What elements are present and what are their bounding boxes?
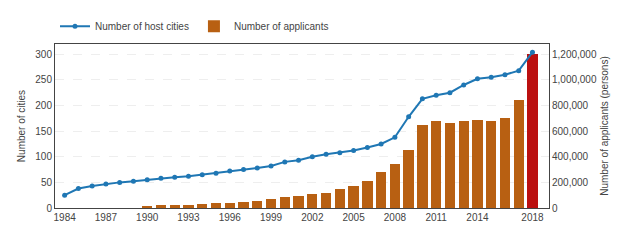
svg-text:300: 300 xyxy=(35,49,52,60)
svg-text:2018: 2018 xyxy=(521,212,544,223)
svg-text:Number of applicants (persons): Number of applicants (persons) xyxy=(599,56,610,196)
svg-text:1993: 1993 xyxy=(177,212,200,223)
svg-text:1990: 1990 xyxy=(136,212,159,223)
svg-text:1987: 1987 xyxy=(95,212,118,223)
svg-text:200,000: 200,000 xyxy=(552,177,589,188)
svg-text:200: 200 xyxy=(35,100,52,111)
svg-text:250: 250 xyxy=(35,74,52,85)
svg-text:2005: 2005 xyxy=(342,212,365,223)
svg-text:1,200,000: 1,200,000 xyxy=(552,49,597,60)
svg-text:150: 150 xyxy=(35,126,52,137)
svg-text:2008: 2008 xyxy=(384,212,407,223)
svg-text:1996: 1996 xyxy=(219,212,242,223)
svg-text:Number of cities: Number of cities xyxy=(16,90,27,162)
svg-text:100: 100 xyxy=(35,151,52,162)
svg-text:800,000: 800,000 xyxy=(552,100,589,111)
svg-text:50: 50 xyxy=(41,177,53,188)
svg-text:2011: 2011 xyxy=(425,212,447,223)
svg-text:Number of applicants: Number of applicants xyxy=(234,21,329,32)
svg-text:2002: 2002 xyxy=(301,212,324,223)
svg-text:Number of host cities: Number of host cities xyxy=(95,21,189,32)
svg-text:0: 0 xyxy=(552,203,558,214)
svg-text:0: 0 xyxy=(46,203,52,214)
svg-text:400,000: 400,000 xyxy=(552,151,589,162)
svg-text:2014: 2014 xyxy=(466,212,489,223)
svg-text:600,000: 600,000 xyxy=(552,126,589,137)
svg-text:1,000,000: 1,000,000 xyxy=(552,74,597,85)
svg-text:1984: 1984 xyxy=(54,212,77,223)
svg-text:1999: 1999 xyxy=(260,212,283,223)
